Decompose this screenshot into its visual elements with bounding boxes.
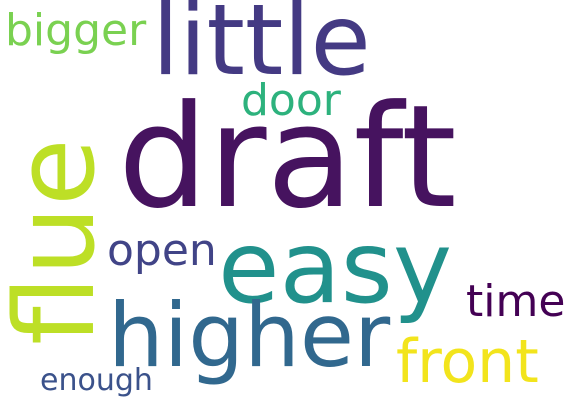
word-easy: easy	[218, 209, 453, 326]
word-higher: higher	[108, 284, 391, 387]
word-bigger: bigger	[5, 5, 147, 56]
word-draft: draft	[118, 75, 457, 240]
word-flue: flue	[0, 138, 119, 345]
word-front: front	[396, 327, 539, 397]
word-enough: enough	[40, 363, 153, 398]
word-time: time	[466, 276, 566, 327]
word-open: open	[107, 225, 217, 276]
word-door: door	[241, 75, 341, 126]
word-little: little	[152, 0, 371, 98]
